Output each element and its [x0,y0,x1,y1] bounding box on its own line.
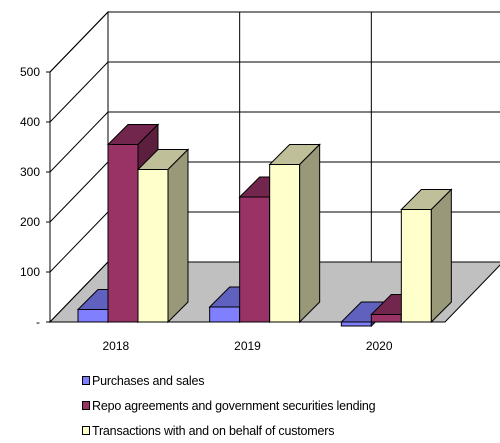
legend-item: Repo agreements and government securitie… [82,393,376,418]
legend-label: Transactions with and on behalf of custo… [92,423,335,438]
bar [400,209,432,323]
gridline [49,211,109,273]
legend-item: Transactions with and on behalf of custo… [82,418,375,443]
y-axis: - 100 200 300 400 500 [20,65,51,329]
bar-side [167,148,189,324]
legend-item: Purchases and sales [82,368,375,393]
y-tick-label: 200 [20,215,40,229]
gridline [49,11,109,73]
bar [137,169,169,323]
bar [269,164,301,323]
bar [340,321,372,327]
x-tick-label: 2020 [366,339,393,353]
y-tick-label: 300 [20,165,40,179]
bar [209,306,241,323]
x-tick-label: 2019 [234,339,261,353]
legend-label: Purchases and sales [92,373,205,388]
legend-swatch [82,376,90,385]
y-tick-label: 100 [20,265,40,279]
bars [76,123,453,328]
gridline [49,161,109,223]
bar [77,309,109,323]
legend-swatch [82,401,90,410]
x-axis: 2018 2019 2020 [50,321,445,353]
y-tick-label: - [36,315,40,329]
y-tick-label: 500 [20,65,40,79]
legend-label: Repo agreements and government securitie… [92,398,376,413]
bar [239,196,271,323]
legend-swatch [82,426,90,435]
bar [107,144,139,323]
bar-side [430,188,452,324]
bar-side [299,143,321,324]
y-tick-label: 400 [20,115,40,129]
gridline [49,111,109,173]
bar [370,314,402,323]
gridline [49,61,109,123]
x-tick-label: 2018 [102,339,129,353]
legend: Purchases and sales Repo agreements and … [82,368,376,443]
